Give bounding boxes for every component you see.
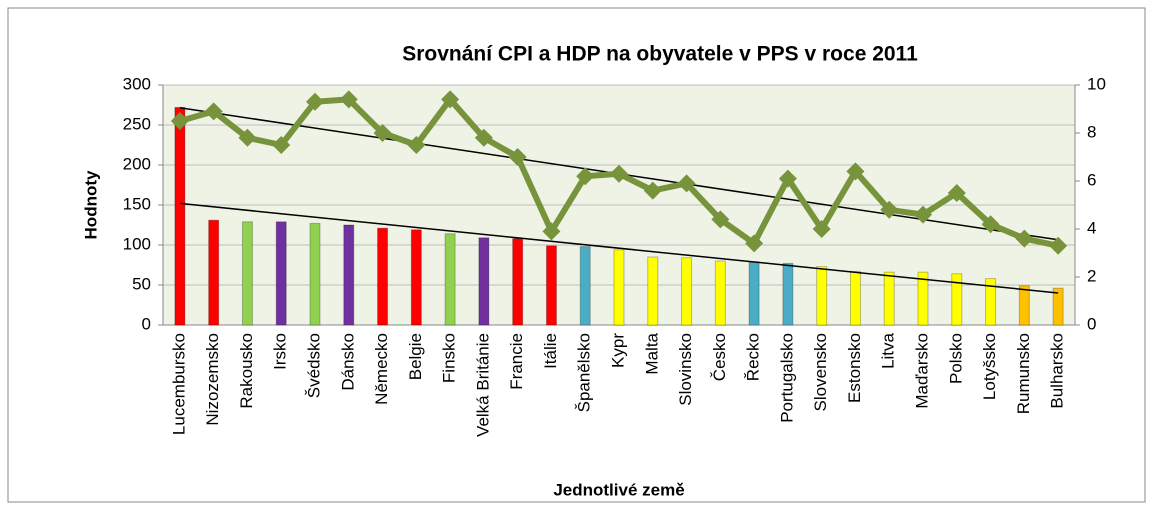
y-tick-label: 100 [123, 234, 151, 253]
x-tick-label: Belgie [406, 333, 425, 380]
bar [816, 266, 828, 326]
x-tick-label: Česko [710, 333, 729, 381]
bar [849, 270, 861, 326]
x-tick-label: Rumunsko [1014, 333, 1033, 414]
bar [917, 271, 929, 326]
line-marker [306, 92, 324, 111]
bar [1018, 285, 1030, 326]
line-marker [373, 124, 392, 142]
x-tick-label: Francie [507, 333, 526, 390]
x-tick-label: Polsko [946, 333, 965, 384]
x-tick-label: Portugalsko [777, 333, 796, 423]
x-tick-label: Lotyšsko [980, 333, 999, 400]
line-marker [947, 184, 966, 202]
x-tick-label: Slovinsko [676, 333, 695, 406]
line-marker [441, 90, 460, 109]
x-tick-label: Maďarsko [912, 333, 931, 409]
bar [647, 256, 659, 326]
y2-tick-label: 4 [1087, 218, 1096, 237]
bar [174, 106, 186, 326]
line-marker [474, 128, 493, 147]
y2-tick-label: 2 [1087, 266, 1096, 285]
bar [377, 227, 389, 326]
line-marker [508, 148, 527, 166]
x-tick-label: Malta [642, 332, 661, 374]
x-tick-label: Lucembursko [169, 333, 188, 435]
line-marker [778, 169, 797, 188]
y2-tick-label: 8 [1087, 122, 1096, 141]
line-marker [981, 215, 1000, 234]
bar [782, 262, 794, 326]
line-marker [576, 167, 595, 186]
bar [579, 246, 591, 326]
x-tick-label: Estonsko [845, 333, 864, 403]
x-tick-label: Velká Británie [473, 333, 492, 437]
line-marker [204, 102, 223, 121]
line-marker [677, 174, 696, 193]
line-marker [238, 128, 257, 147]
x-tick-label: Rakousko [237, 333, 256, 409]
bar [714, 260, 726, 326]
bar [681, 257, 693, 326]
y-tick-label: 0 [142, 314, 151, 333]
x-tick-label: Kypr [608, 333, 627, 368]
line-marker [914, 205, 932, 224]
bar [613, 249, 625, 326]
x-tick-label: Slovensko [811, 333, 830, 411]
y-tick-label: 50 [132, 274, 151, 293]
x-tick-label: Německo [372, 333, 391, 405]
bar [748, 261, 760, 326]
bar [343, 224, 355, 326]
line-marker [170, 112, 189, 130]
line-marker [339, 90, 358, 109]
x-axis-label: Jednotlivé země [553, 480, 684, 499]
y-tick-label: 200 [123, 154, 151, 173]
bar [241, 221, 253, 326]
line-marker [643, 181, 662, 200]
x-tick-label: Švédsko [304, 333, 323, 398]
bar [951, 273, 963, 326]
y-axis-label: Hodnoty [81, 170, 100, 239]
y2-tick-label: 6 [1087, 170, 1096, 189]
y-tick-label: 300 [123, 74, 151, 93]
bar [444, 233, 456, 326]
bar [883, 271, 895, 326]
x-tick-label: Bulharsko [1048, 333, 1067, 409]
line-marker [272, 136, 291, 154]
x-tick-label: Nizozemsko [203, 333, 222, 426]
trend-line [179, 202, 1059, 294]
x-tick-label: Litva [879, 332, 898, 368]
y2-tick-label: 10 [1087, 74, 1106, 93]
x-tick-label: Dánsko [338, 333, 357, 391]
bar [512, 238, 524, 326]
y-tick-label: 150 [123, 194, 151, 213]
x-tick-label: Španělsko [575, 333, 594, 412]
line-marker [542, 222, 561, 241]
line-marker [610, 164, 628, 183]
x-tick-label: Irsko [271, 333, 290, 370]
y2-tick-label: 0 [1087, 314, 1096, 333]
line-marker [1049, 236, 1068, 255]
bar [985, 278, 997, 326]
bar [478, 237, 490, 326]
line-marker [1015, 229, 1034, 248]
line-marker [812, 220, 831, 238]
line-marker [745, 234, 764, 253]
line-marker [846, 162, 865, 181]
line-marker [407, 136, 426, 154]
x-tick-label: Itálie [541, 333, 560, 369]
line-marker [880, 200, 899, 219]
bar [309, 222, 321, 326]
bar [545, 245, 557, 326]
x-tick-label: Finsko [440, 333, 459, 383]
bar [208, 219, 220, 326]
y-tick-label: 250 [123, 114, 151, 133]
chart-title: Srovnání CPI a HDP na obyvatele v PPS v … [402, 43, 918, 66]
x-tick-label: Řecko [744, 333, 763, 381]
bar [275, 221, 287, 326]
line-marker [711, 210, 730, 229]
bar [410, 229, 422, 326]
bar [1052, 287, 1064, 326]
